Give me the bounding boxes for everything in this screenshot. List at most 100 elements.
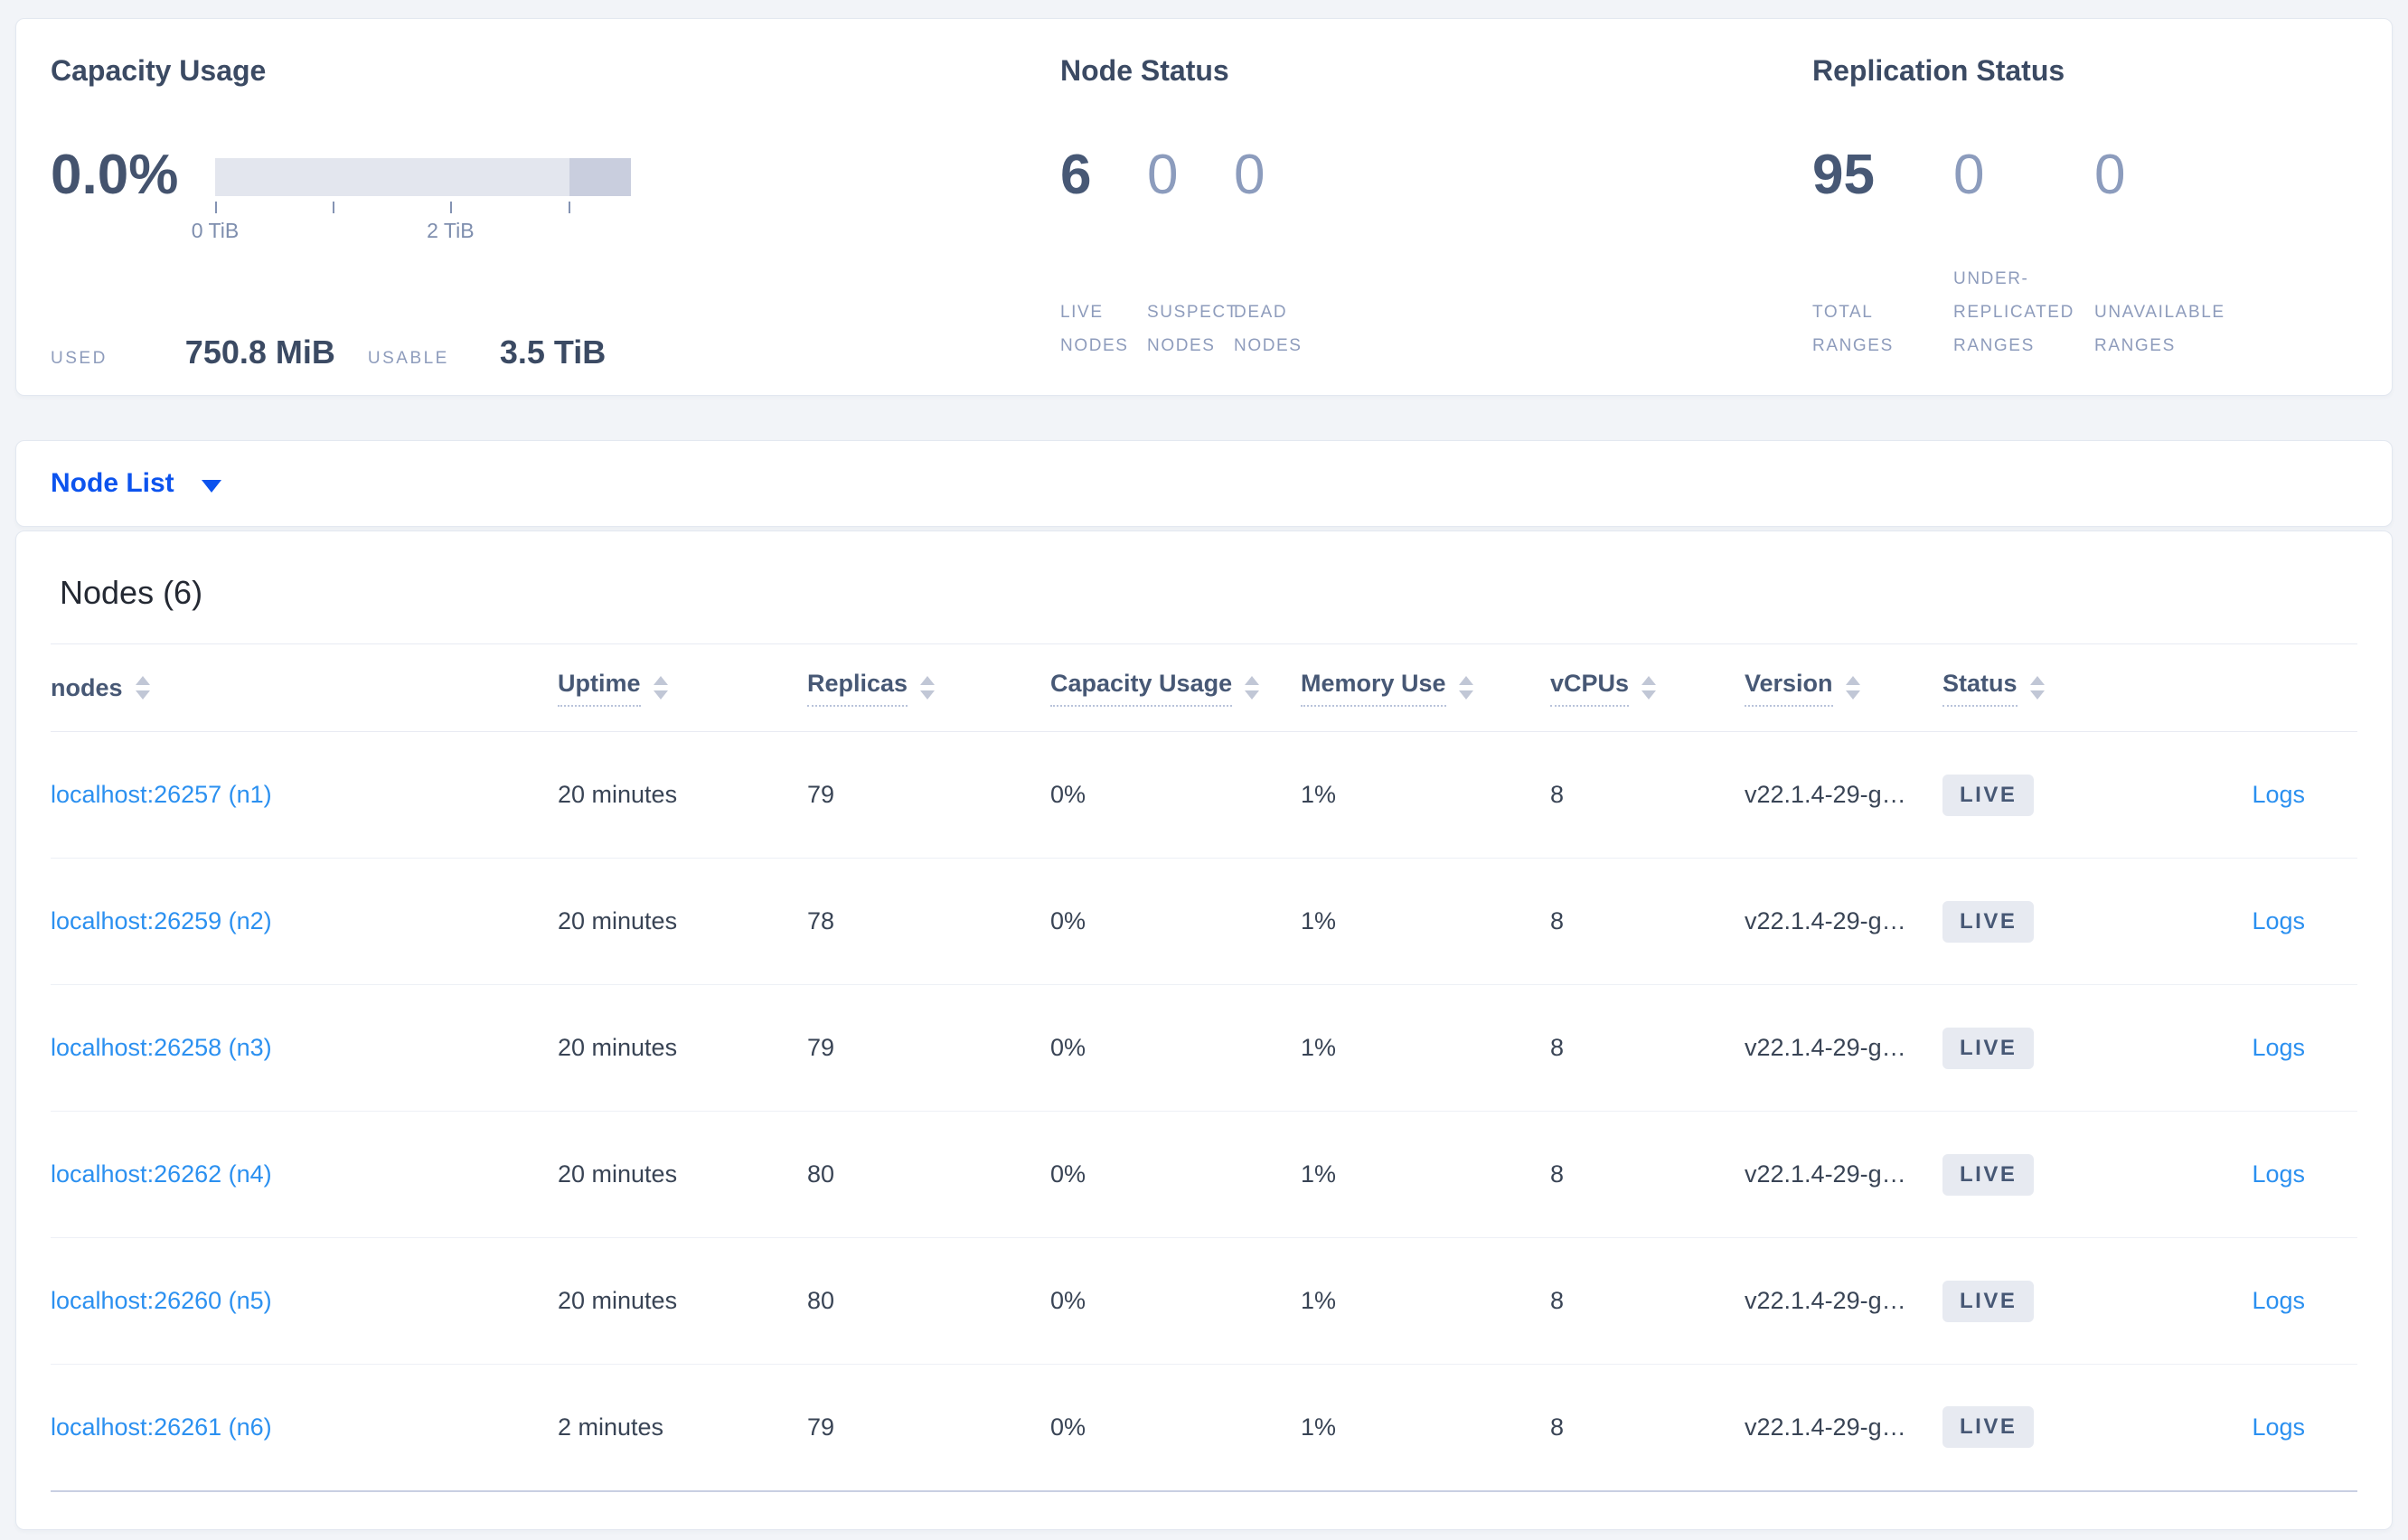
- capacity-usage-cell: 0%: [1050, 1287, 1086, 1314]
- unavailable-ranges-value: 0: [2094, 144, 2126, 206]
- logs-link[interactable]: Logs: [2252, 1413, 2305, 1441]
- replicas-cell: 79: [807, 1034, 835, 1061]
- column-header-capacity-usage[interactable]: Capacity Usage: [1050, 644, 1301, 732]
- replication-status-section: Replication Status 95 TOTAL RANGES 0 UND…: [1812, 52, 2235, 362]
- node-link[interactable]: localhost:26262 (n4): [51, 1160, 272, 1188]
- gauge-free-segment: [569, 158, 631, 196]
- column-header-vcpus[interactable]: vCPUs: [1550, 644, 1745, 732]
- node-status-title: Node Status: [1060, 54, 1229, 87]
- memory-use-cell: 1%: [1301, 1160, 1337, 1188]
- under-replicated-ranges-stat: 0 UNDER-REPLICATED RANGES: [1953, 147, 2094, 362]
- gauge-tick-labels: 0 TiB 2 TiB: [192, 219, 631, 246]
- cluster-overview-card: Capacity Usage 0.0% 0 TiB 2 TiB: [15, 18, 2393, 396]
- vcpus-cell: 8: [1550, 1413, 1565, 1441]
- live-nodes-value: 6: [1060, 144, 1092, 206]
- logs-link[interactable]: Logs: [2252, 907, 2305, 934]
- vcpus-cell: 8: [1550, 781, 1565, 808]
- node-link[interactable]: localhost:26260 (n5): [51, 1287, 272, 1314]
- dead-nodes-stat: 0 DEAD NODES: [1234, 147, 1321, 362]
- nodes-table: nodes Uptime Replicas Capacity Usage Mem…: [51, 643, 2357, 1492]
- table-row: localhost:26257 (n1) 20 minutes 79 0% 1%…: [51, 732, 2357, 859]
- version-cell: v22.1.4-29-g…: [1745, 1413, 1906, 1441]
- vcpus-cell: 8: [1550, 1287, 1565, 1314]
- logs-link[interactable]: Logs: [2252, 781, 2305, 808]
- column-header-memory-use[interactable]: Memory Use: [1301, 644, 1550, 732]
- version-cell: v22.1.4-29-g…: [1745, 781, 1906, 808]
- suspect-nodes-stat: 0 SUSPECT NODES: [1147, 144, 1237, 362]
- column-header-nodes[interactable]: nodes: [51, 644, 558, 732]
- nodes-table-card: Nodes (6) nodes Uptime Replicas: [15, 531, 2393, 1530]
- usable-label: USABLE: [367, 349, 449, 368]
- table-row: localhost:26258 (n3) 20 minutes 79 0% 1%…: [51, 985, 2357, 1112]
- memory-use-cell: 1%: [1301, 1034, 1337, 1061]
- capacity-usage-cell: 0%: [1050, 907, 1086, 934]
- vcpus-cell: 8: [1550, 907, 1565, 934]
- gauge-tick-label-2: 2 TiB: [427, 219, 475, 242]
- status-badge: LIVE: [1942, 1406, 2035, 1449]
- uptime-cell: 2 minutes: [558, 1413, 664, 1441]
- node-link[interactable]: localhost:26259 (n2): [51, 907, 272, 934]
- total-ranges-label: TOTAL RANGES: [1812, 303, 1894, 355]
- capacity-gauge-bar: 0 TiB 2 TiB: [192, 158, 631, 246]
- under-replicated-ranges-value: 0: [1953, 144, 1985, 206]
- sort-arrows-icon: [135, 676, 150, 700]
- capacity-usage-section: Capacity Usage 0.0% 0 TiB 2 TiB: [51, 52, 1027, 371]
- table-row: localhost:26260 (n5) 20 minutes 80 0% 1%…: [51, 1238, 2357, 1365]
- status-badge: LIVE: [1942, 1153, 2035, 1196]
- sort-arrows-icon: [1245, 676, 1260, 700]
- unavailable-ranges-stat: 0 UNAVAILABLE RANGES: [2094, 147, 2235, 362]
- column-header-uptime[interactable]: Uptime: [558, 644, 807, 732]
- replication-status-title: Replication Status: [1812, 54, 2065, 87]
- table-row: localhost:26261 (n6) 2 minutes 79 0% 1% …: [51, 1365, 2357, 1491]
- gauge-tick: [333, 202, 335, 213]
- total-ranges-stat: 95 TOTAL RANGES: [1812, 147, 1953, 362]
- version-cell: v22.1.4-29-g…: [1745, 1287, 1906, 1314]
- live-nodes-label: LIVE NODES: [1060, 303, 1129, 355]
- column-header-replicas[interactable]: Replicas: [807, 644, 1050, 732]
- node-link[interactable]: localhost:26261 (n6): [51, 1413, 272, 1441]
- capacity-gauge: 0.0% 0 TiB 2 TiB: [51, 147, 1027, 246]
- gauge-tick-label-0: 0 TiB: [191, 219, 240, 242]
- sort-arrows-icon: [1845, 676, 1860, 700]
- memory-use-cell: 1%: [1301, 781, 1337, 808]
- gauge-track: [215, 158, 631, 196]
- usable-value: 3.5 TiB: [499, 333, 607, 371]
- node-list-dropdown-bar: Node List: [15, 440, 2393, 527]
- logs-link[interactable]: Logs: [2252, 1287, 2305, 1314]
- table-header-row: nodes Uptime Replicas Capacity Usage Mem…: [51, 643, 2357, 732]
- memory-use-cell: 1%: [1301, 1413, 1337, 1441]
- node-link[interactable]: localhost:26258 (n3): [51, 1034, 272, 1061]
- column-header-version[interactable]: Version: [1745, 644, 1942, 732]
- sort-arrows-icon: [1641, 676, 1657, 700]
- capacity-used-usable: USED 750.8 MiB USABLE 3.5 TiB: [51, 333, 606, 371]
- uptime-cell: 20 minutes: [558, 781, 678, 808]
- dead-nodes-value: 0: [1234, 144, 1265, 206]
- replicas-cell: 79: [807, 1413, 835, 1441]
- status-badge: LIVE: [1942, 1027, 2035, 1069]
- sort-arrows-icon: [653, 676, 668, 700]
- suspect-nodes-value: 0: [1147, 144, 1179, 206]
- gauge-tick: [450, 202, 453, 213]
- used-value: 750.8 MiB: [184, 333, 335, 371]
- capacity-percent: 0.0%: [51, 144, 179, 206]
- column-header-logs: [2138, 644, 2357, 732]
- node-status-stats: 6 LIVE NODES 0 SUSPECT NODES 0 DEAD NODE…: [1060, 147, 1321, 362]
- node-list-dropdown[interactable]: Node List: [51, 468, 221, 499]
- vcpus-cell: 8: [1550, 1034, 1565, 1061]
- replicas-cell: 78: [807, 907, 835, 934]
- total-ranges-value: 95: [1812, 144, 1875, 206]
- capacity-usage-cell: 0%: [1050, 1160, 1086, 1188]
- under-replicated-ranges-label: UNDER-REPLICATED RANGES: [1953, 269, 2074, 355]
- version-cell: v22.1.4-29-g…: [1745, 1160, 1906, 1188]
- gauge-tick: [215, 202, 217, 213]
- uptime-cell: 20 minutes: [558, 1287, 678, 1314]
- gauge-ticks: [215, 202, 631, 216]
- node-list-dropdown-label: Node List: [51, 468, 174, 498]
- nodes-table-heading: Nodes (6): [60, 574, 203, 611]
- node-link[interactable]: localhost:26257 (n1): [51, 781, 272, 808]
- logs-link[interactable]: Logs: [2252, 1160, 2305, 1188]
- logs-link[interactable]: Logs: [2252, 1034, 2305, 1061]
- replicas-cell: 79: [807, 781, 835, 808]
- column-header-status[interactable]: Status: [1942, 644, 2138, 732]
- status-badge: LIVE: [1942, 1280, 2035, 1322]
